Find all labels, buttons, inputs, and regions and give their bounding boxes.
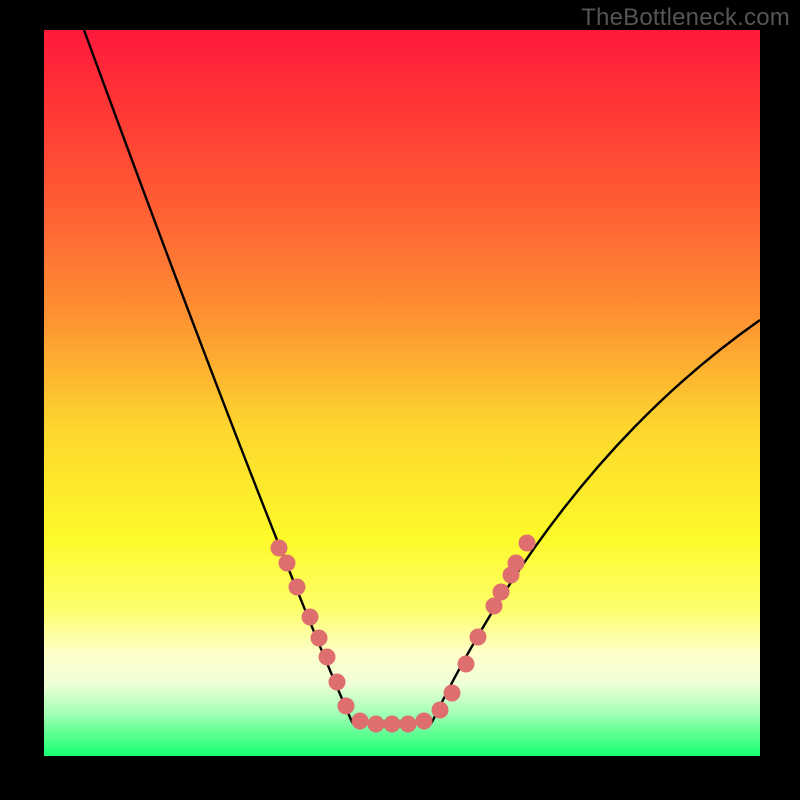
marker-dot (319, 649, 336, 666)
marker-dot (458, 656, 475, 673)
gradient-panel (44, 30, 760, 756)
marker-dot (271, 540, 288, 557)
bottleneck-chart (0, 0, 800, 800)
marker-dot (519, 535, 536, 552)
marker-dot (352, 713, 369, 730)
marker-dot (289, 579, 306, 596)
marker-dot (432, 702, 449, 719)
marker-dot (311, 630, 328, 647)
marker-dot (302, 609, 319, 626)
marker-dot (400, 716, 417, 733)
marker-dot (384, 716, 401, 733)
watermark-text: TheBottleneck.com (581, 4, 790, 32)
marker-dot (444, 685, 461, 702)
marker-dot (279, 555, 296, 572)
marker-dot (329, 674, 346, 691)
marker-dot (493, 584, 510, 601)
marker-dot (416, 713, 433, 730)
marker-dot (368, 716, 385, 733)
marker-dot (470, 629, 487, 646)
chart-stage: TheBottleneck.com (0, 0, 800, 800)
marker-dot (508, 555, 525, 572)
marker-dot (338, 698, 355, 715)
